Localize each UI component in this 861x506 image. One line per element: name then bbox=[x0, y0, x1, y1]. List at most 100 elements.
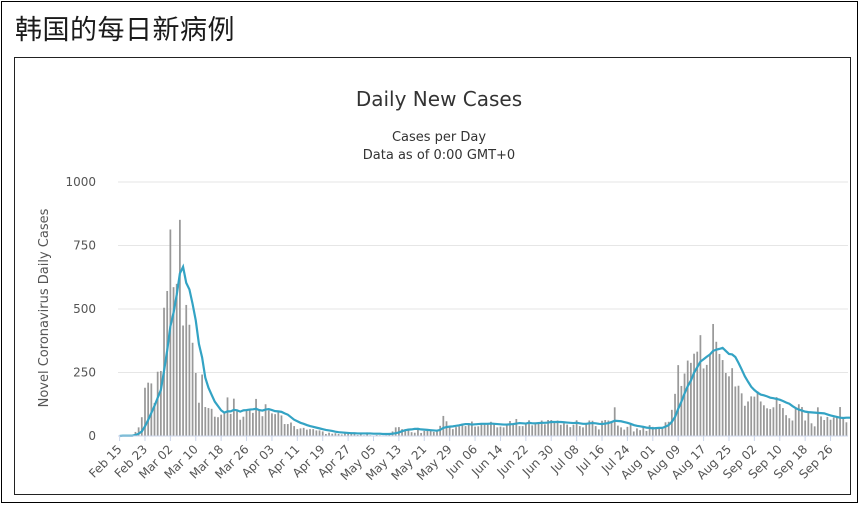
y-tick-label: 250 bbox=[73, 366, 96, 380]
bar bbox=[788, 418, 791, 436]
bar bbox=[204, 407, 207, 436]
bar bbox=[156, 371, 159, 436]
bar bbox=[445, 421, 448, 436]
bar bbox=[280, 415, 283, 436]
bar bbox=[191, 342, 194, 436]
bar bbox=[432, 431, 435, 436]
y-tick-label: 500 bbox=[73, 302, 96, 316]
bar bbox=[594, 426, 597, 436]
bar bbox=[820, 416, 822, 436]
bar bbox=[658, 427, 661, 436]
bar bbox=[585, 424, 588, 436]
bar bbox=[591, 420, 594, 436]
bar bbox=[728, 376, 730, 436]
bar bbox=[512, 423, 515, 436]
bar bbox=[756, 391, 759, 436]
bar bbox=[642, 427, 645, 436]
bar bbox=[458, 426, 461, 436]
bar bbox=[296, 429, 299, 436]
bar bbox=[210, 408, 213, 436]
bar bbox=[842, 418, 845, 436]
bar bbox=[448, 426, 451, 436]
bar bbox=[404, 429, 407, 436]
bar bbox=[407, 428, 410, 436]
bar bbox=[420, 432, 422, 436]
bar bbox=[474, 426, 476, 436]
bar bbox=[401, 429, 403, 436]
bar bbox=[556, 420, 559, 436]
bar bbox=[182, 325, 184, 436]
bar bbox=[839, 407, 841, 436]
bar bbox=[702, 368, 705, 436]
bar bbox=[442, 415, 445, 436]
bar bbox=[490, 421, 492, 436]
bar bbox=[553, 421, 556, 436]
bar bbox=[493, 423, 495, 436]
bar bbox=[344, 433, 346, 436]
bar bbox=[772, 407, 775, 436]
bar bbox=[150, 383, 153, 436]
bar bbox=[572, 424, 575, 436]
bar bbox=[610, 421, 613, 436]
bar bbox=[769, 409, 772, 436]
bar bbox=[566, 424, 568, 436]
bar bbox=[502, 427, 505, 436]
bar bbox=[718, 353, 721, 436]
bar bbox=[305, 429, 308, 436]
page-title: 韩国的每日新病例 bbox=[15, 15, 235, 46]
bar bbox=[166, 290, 169, 436]
bar bbox=[731, 368, 734, 436]
bar bbox=[531, 425, 534, 436]
bar bbox=[175, 283, 178, 436]
bar bbox=[375, 434, 378, 436]
bar bbox=[283, 424, 286, 436]
bar bbox=[299, 428, 302, 436]
bar bbox=[359, 433, 362, 436]
y-tick-label: 0 bbox=[88, 429, 96, 443]
bar bbox=[356, 434, 359, 436]
bar bbox=[423, 430, 426, 436]
bar bbox=[715, 341, 718, 436]
bar bbox=[683, 373, 686, 436]
bar bbox=[207, 408, 210, 436]
bar bbox=[597, 429, 600, 436]
bar bbox=[515, 418, 518, 436]
bar bbox=[226, 397, 229, 436]
chart-title: Daily New Cases bbox=[356, 87, 522, 111]
bar bbox=[518, 426, 521, 436]
bar bbox=[153, 402, 156, 436]
bar bbox=[236, 411, 238, 436]
bar bbox=[232, 398, 235, 436]
bar bbox=[261, 416, 264, 436]
y-tick-label: 1000 bbox=[65, 175, 96, 189]
bar bbox=[794, 408, 797, 436]
bar bbox=[499, 426, 502, 436]
bar bbox=[753, 396, 756, 436]
bar bbox=[521, 426, 524, 436]
daily-cases-chart: Daily New Cases Cases per Day Data as of… bbox=[37, 87, 850, 483]
bar bbox=[340, 434, 343, 436]
bar bbox=[801, 407, 803, 436]
bar bbox=[651, 426, 654, 436]
bar bbox=[629, 423, 632, 436]
bar bbox=[271, 413, 273, 436]
bar-series bbox=[121, 219, 848, 436]
chart-container: Daily New Cases Cases per Day Data as of… bbox=[14, 57, 851, 495]
bar bbox=[509, 421, 511, 436]
bar bbox=[277, 412, 280, 436]
bar bbox=[417, 427, 419, 436]
bar bbox=[480, 423, 483, 436]
bar bbox=[823, 420, 826, 436]
bar bbox=[693, 353, 695, 436]
x-tick-label: Jul 16 bbox=[573, 442, 607, 476]
bar bbox=[140, 417, 143, 436]
bar bbox=[286, 424, 289, 436]
bar bbox=[483, 423, 486, 436]
bar bbox=[245, 410, 248, 436]
bar bbox=[328, 432, 330, 436]
bar bbox=[816, 407, 819, 436]
bar bbox=[258, 409, 261, 436]
bar bbox=[264, 404, 267, 436]
grid-lines bbox=[118, 181, 848, 373]
bar bbox=[334, 433, 337, 436]
